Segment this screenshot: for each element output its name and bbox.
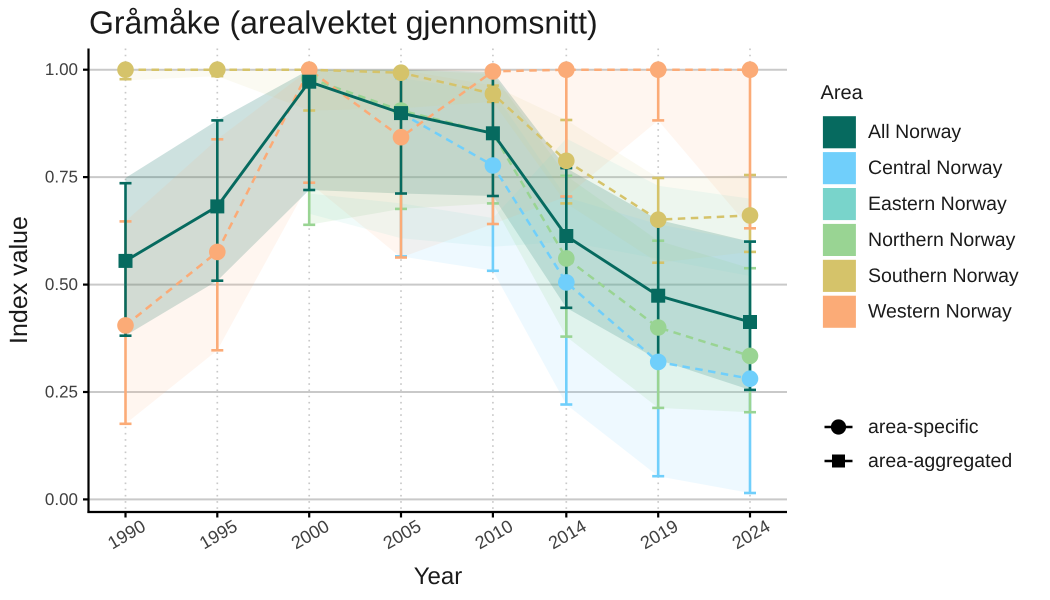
svg-text:Area: Area [821,82,864,104]
svg-text:0.75: 0.75 [45,168,78,187]
svg-text:0.25: 0.25 [45,383,78,402]
svg-text:Year: Year [414,563,463,590]
svg-text:area-specific: area-specific [868,416,979,438]
svg-text:1.00: 1.00 [45,60,78,79]
svg-text:Southern Norway: Southern Norway [868,265,1019,287]
svg-text:0.50: 0.50 [45,275,78,294]
svg-text:Central Norway: Central Norway [868,157,1003,179]
svg-text:Northern Norway: Northern Norway [868,229,1016,251]
svg-text:Gråmåke (arealvektet gjennomsn: Gråmåke (arealvektet gjennomsnitt) [89,5,598,41]
svg-text:Eastern Norway: Eastern Norway [868,193,1007,215]
svg-text:Western Norway: Western Norway [868,301,1012,323]
svg-text:0.00: 0.00 [45,490,78,509]
svg-text:Index value: Index value [5,216,33,344]
svg-text:area-aggregated: area-aggregated [868,450,1012,472]
svg-text:All Norway: All Norway [868,121,961,143]
